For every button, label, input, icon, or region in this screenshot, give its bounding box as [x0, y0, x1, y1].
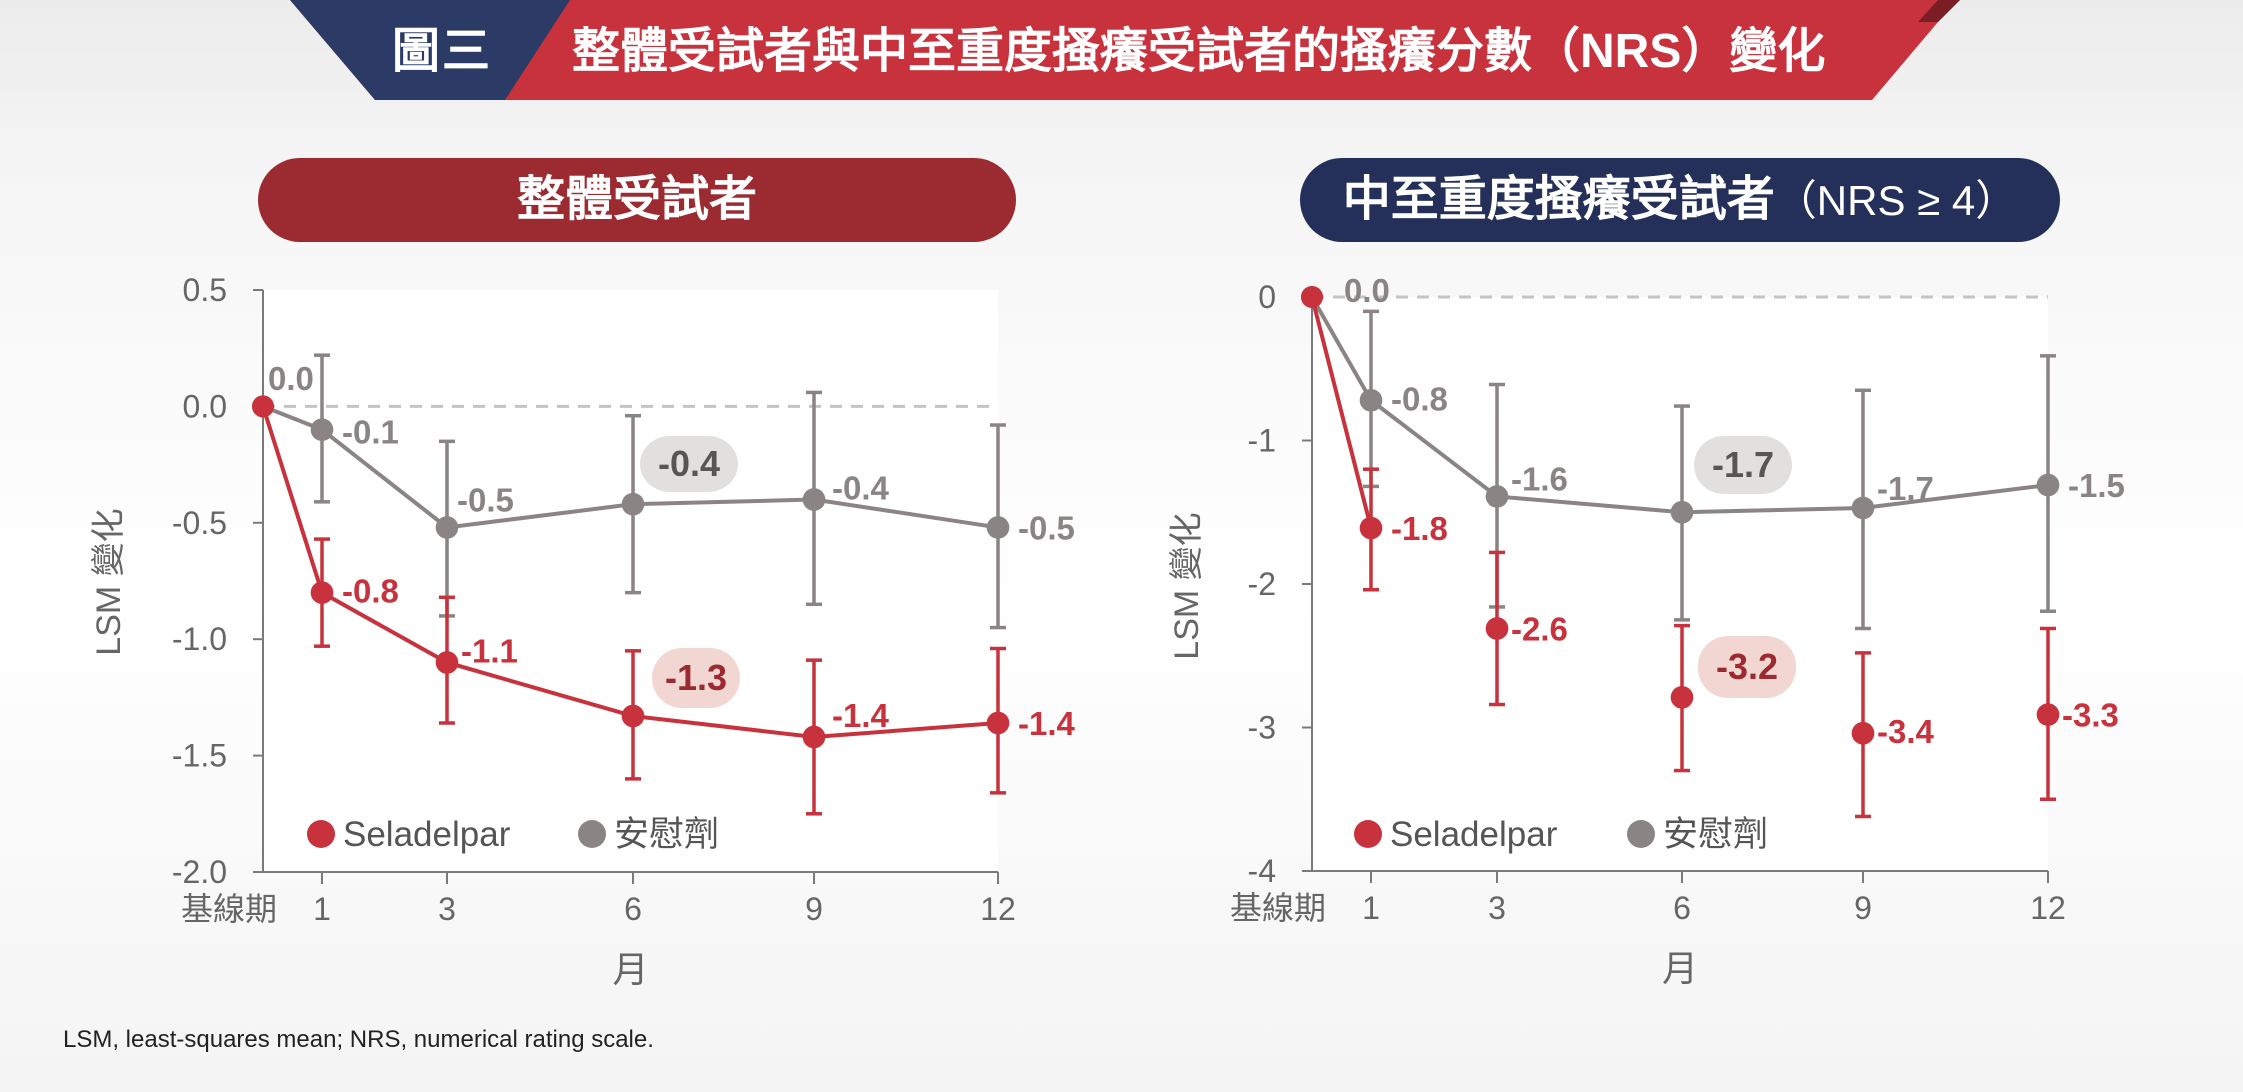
y-tick-label: 0.0	[183, 388, 227, 424]
y-tick-label: -1.5	[172, 738, 227, 774]
y-axis-label: LSM 變化	[90, 508, 128, 655]
seladelpar-point	[1485, 617, 1509, 640]
seladelpar-data-label: -3.3	[2062, 697, 2119, 734]
placebo-point	[2036, 473, 2060, 497]
y-axis-label: LSM 變化	[1168, 512, 1206, 659]
legend-seladelpar-label: Seladelpar	[343, 815, 511, 854]
seladelpar-point	[1359, 516, 1383, 540]
y-tick-label: 0.5	[183, 272, 227, 308]
legend-seladelpar-marker	[307, 820, 335, 848]
y-tick-label: -1	[1248, 423, 1276, 459]
placebo-line	[1310, 296, 2049, 515]
left-panel-title: 整體受試者	[258, 158, 1016, 242]
seladelpar-line	[261, 405, 999, 739]
seladelpar-data-label: -1.1	[461, 632, 518, 669]
y-tick-label: -1.0	[172, 621, 227, 657]
y-tick-label: -0.5	[172, 505, 227, 541]
y-tick-label: 0	[1258, 279, 1276, 315]
seladelpar-point	[1851, 721, 1875, 745]
placebo-point	[1670, 500, 1694, 524]
placebo-data-label: -0.1	[342, 414, 399, 451]
placebo-point	[1359, 388, 1383, 412]
footnote: LSM, least-squares mean; NRS, numerical …	[63, 1026, 654, 1053]
legend-seladelpar-label: Seladelpar	[1390, 815, 1558, 854]
right-panel-title: 中至重度搔癢受試者（NRS ≥ 4）	[1300, 158, 2060, 242]
legend-placebo-marker	[1627, 820, 1655, 848]
placebo-data-label: -1.5	[2068, 467, 2125, 504]
y-tick-label: -3	[1248, 710, 1276, 746]
x-tick-label: 1	[313, 891, 331, 927]
seladelpar-highlight-bubble	[1698, 636, 1796, 698]
x-tick-label: 基線期	[181, 891, 277, 927]
legend-seladelpar-marker	[1354, 820, 1382, 848]
baseline-data-label: 0.0	[1344, 272, 1390, 309]
seladelpar-data-label: -3.4	[1877, 713, 1935, 750]
placebo-data-label: -0.5	[457, 481, 514, 518]
placebo-data-label: -1.7	[1712, 444, 1774, 485]
right-panel-title-sub: （NRS ≥ 4）	[1774, 177, 2018, 224]
legend-placebo-label: 安慰劑	[614, 815, 719, 854]
figure-title: 整體受試者與中至重度搔癢受試者的搔癢分數（NRS）變化	[572, 25, 1826, 78]
seladelpar-point	[252, 395, 274, 418]
placebo-point	[802, 488, 826, 511]
legend-placebo-marker	[578, 820, 606, 848]
x-tick-label: 1	[1362, 890, 1380, 926]
seladelpar-data-label: -1.8	[1391, 510, 1448, 547]
seladelpar-data-label: -0.8	[342, 573, 399, 610]
seladelpar-point	[802, 725, 826, 749]
seladelpar-data-label: -1.3	[665, 657, 727, 698]
x-tick-label: 基線期	[1230, 890, 1326, 926]
placebo-data-label: -0.4	[658, 443, 720, 484]
legend-placebo-label: 安慰劑	[1663, 815, 1768, 854]
baseline-data-label: 0.0	[268, 360, 314, 397]
placebo-point	[986, 516, 1010, 539]
placebo-highlight-bubble	[640, 436, 738, 492]
placebo-data-label: -1.7	[1877, 470, 1934, 507]
seladelpar-point	[2036, 703, 2060, 726]
seladelpar-line	[1310, 296, 1373, 529]
seladelpar-point	[1670, 686, 1694, 709]
banner-shape	[290, 0, 1960, 100]
placebo-highlight-bubble	[1694, 436, 1792, 494]
seladelpar-data-label: -1.4	[1018, 705, 1076, 742]
placebo-data-label: -0.5	[1018, 509, 1075, 546]
placebo-point	[435, 516, 459, 539]
x-tick-label: 3	[438, 891, 456, 927]
seladelpar-point	[1301, 286, 1323, 308]
x-tick-label: 12	[2030, 890, 2066, 926]
seladelpar-point	[621, 704, 645, 728]
x-tick-label: 6	[1673, 890, 1691, 926]
seladelpar-highlight-bubble	[652, 648, 740, 708]
placebo-data-label: -0.4	[832, 470, 890, 507]
y-tick-label: -2	[1248, 566, 1276, 602]
x-axis-label: 月	[1662, 948, 1698, 989]
plot-area	[263, 290, 998, 872]
y-tick-label: -2.0	[172, 854, 227, 890]
figure-number: 圖三	[392, 25, 493, 78]
seladelpar-point	[986, 711, 1010, 735]
x-tick-label: 9	[1854, 890, 1872, 926]
seladelpar-point	[435, 651, 459, 674]
placebo-point	[621, 492, 645, 516]
x-tick-label: 9	[805, 891, 823, 927]
x-tick-label: 6	[624, 891, 642, 927]
plot-area	[1312, 297, 2048, 871]
x-tick-label: 12	[980, 891, 1016, 927]
seladelpar-data-label: -3.2	[1716, 646, 1778, 687]
y-tick-label: -4	[1248, 853, 1276, 889]
placebo-point	[1485, 485, 1509, 508]
seladelpar-data-label: -1.4	[832, 697, 890, 734]
seladelpar-point	[310, 581, 334, 604]
header-banner: 圖三 整體受試者與中至重度搔癢受試者的搔癢分數（NRS）變化	[0, 0, 2243, 100]
right-panel-title-main: 中至重度搔癢受試者	[1342, 173, 1775, 226]
placebo-point	[1851, 496, 1875, 520]
placebo-data-label: -1.6	[1511, 460, 1568, 497]
x-axis-label: 月	[612, 949, 648, 990]
placebo-point	[310, 418, 334, 442]
seladelpar-data-label: -2.6	[1511, 610, 1568, 647]
placebo-data-label: -0.8	[1391, 380, 1448, 417]
x-tick-label: 3	[1488, 890, 1506, 926]
